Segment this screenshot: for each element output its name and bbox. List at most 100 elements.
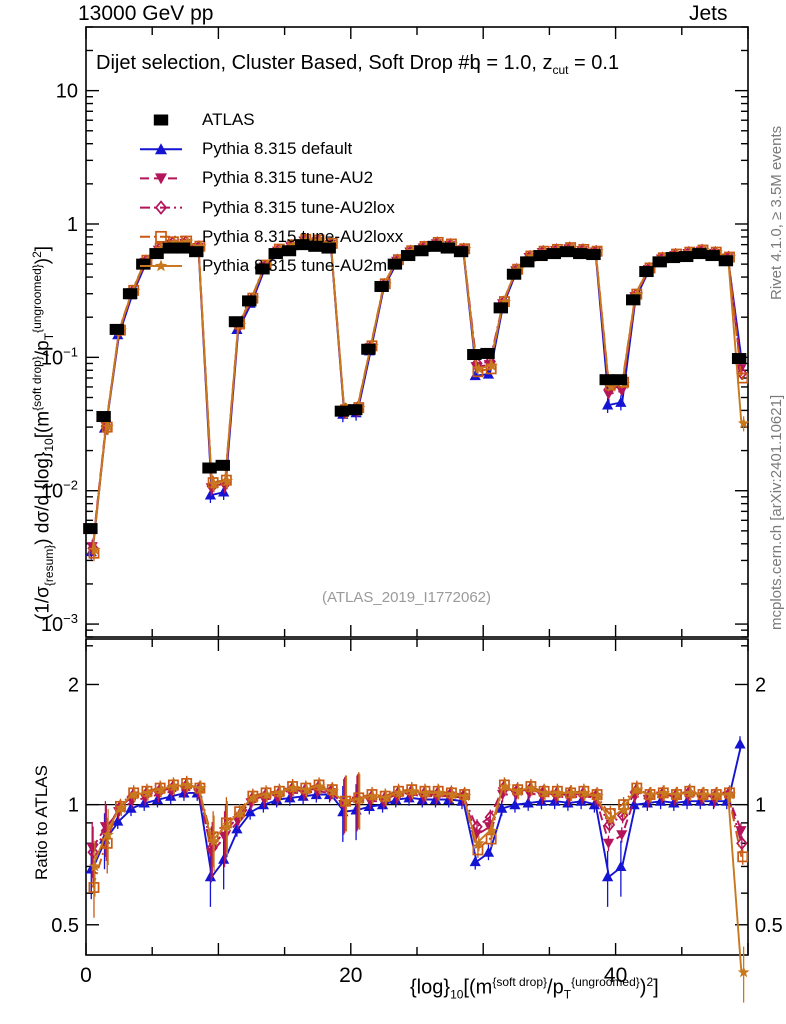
data-marker [692,248,707,260]
data-marker [535,795,548,806]
data-marker [705,250,720,262]
data-marker [469,855,481,867]
data-marker [539,786,551,798]
data-marker [631,288,644,300]
data-marker [83,523,98,535]
data-marker [155,783,167,795]
data-marker [565,786,578,798]
data-marker [151,793,164,805]
data-marker [486,824,498,836]
data-marker [599,374,614,386]
data-marker [652,256,667,268]
data-marker [308,240,323,252]
data-marker [149,248,164,260]
data-marker [588,799,600,810]
data-marker [221,475,234,487]
data-marker [194,240,207,252]
header-right-label: Jets [689,2,728,25]
data-marker [242,295,257,307]
side-mcplots-label: mcplots.cern.ch [arXiv:2401.10621] [768,394,785,630]
series-3 [91,239,743,853]
data-marker [138,797,150,808]
data-marker [155,143,167,155]
data-marker [420,786,432,798]
data-marker [731,353,747,365]
data-marker [615,396,627,407]
data-marker [626,294,641,306]
data-marker [485,833,497,845]
series-line [91,238,743,554]
data-marker [467,349,482,361]
title-eta-part: η [469,52,481,74]
data-marker [440,242,456,254]
data-marker [736,836,748,851]
data-marker [168,236,181,248]
data-marker [347,404,363,416]
data-marker [295,239,310,251]
legend-item-label-3[interactable]: Pythia 8.315 tune-AU2lox [202,197,395,217]
data-marker [128,788,141,800]
data-marker [509,799,521,810]
data-marker [724,788,737,800]
data-marker [615,860,627,872]
data-marker [208,835,220,847]
legend-item-label-2[interactable]: Pythia 8.315 tune-AU2 [202,168,374,188]
legend-item-label-4[interactable]: Pythia 8.315 tune-AU2loxx [202,226,404,246]
data-marker [471,819,483,834]
data-marker [218,486,230,497]
data-marker [711,788,723,800]
legend-item-label-5[interactable]: Pythia 8.315 tune-AU2m [202,256,388,275]
ylab-p1sub: {resum} [42,544,57,587]
data-marker [340,795,353,807]
data-marker [512,785,525,797]
data-marker [684,786,697,798]
data-marker [605,812,618,825]
data-marker [284,792,296,803]
data-marker [546,248,561,260]
data-marker [215,459,230,471]
ylab-p5sup: 2 [30,251,44,258]
data-marker [165,790,177,801]
data-marker [334,405,350,417]
data-marker [102,420,114,432]
legend-item-label-1[interactable]: Pythia 8.315 default [202,139,353,159]
data-marker [654,795,667,806]
xlab-p5: ] [653,976,659,999]
legend-item-label-0[interactable]: ATLAS [202,110,255,129]
data-marker [459,790,472,802]
side-rivet-label: Rivet 4.1.0, ≥ 3.5M events [768,125,785,300]
data-marker [234,807,247,819]
data-marker [154,200,168,215]
data-marker [718,255,734,267]
data-marker [612,374,628,386]
data-marker [380,791,392,803]
data-marker [218,853,230,864]
series-line [91,238,743,551]
watermark-label: (ATLAS_2019_I1772062) [322,589,492,606]
data-marker [363,800,375,811]
data-marker [578,786,591,798]
ratio-ytick-label-right: 2 [755,674,766,696]
data-marker [586,249,601,261]
data-marker [155,173,167,185]
xlab-p3sub: T [563,987,572,1002]
data-marker [274,786,287,798]
data-marker [658,786,670,798]
ylab-p6: ] [32,245,54,252]
data-marker [736,366,748,381]
xtick-label: 0 [80,964,92,987]
data-marker [136,258,151,270]
main-yaxis-title: (1/σ{resum}) dσ/d {log}10[(m{soft drop}/… [30,246,56,620]
data-marker [602,838,615,849]
data-marker [737,966,750,978]
data-marker [261,788,273,800]
ratio-line [91,784,743,973]
xlab-p1: {log} [410,976,451,999]
data-marker [89,860,101,872]
data-marker [616,830,628,841]
data-marker [499,295,512,307]
main-panel-title: Dijet selection, Cluster Based, Soft Dro… [96,52,619,77]
data-marker [142,786,154,798]
header-left-label: 13000 GeV pp [78,2,214,25]
data-marker [268,248,283,260]
